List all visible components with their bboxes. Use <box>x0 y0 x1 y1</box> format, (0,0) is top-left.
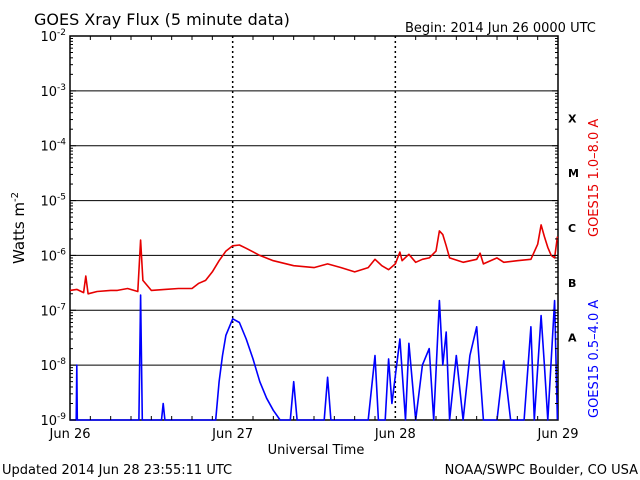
y-tick-label: 10-6 <box>40 247 66 264</box>
y-tick-base: 10 <box>40 85 57 100</box>
y-tick-exp: -8 <box>57 357 66 367</box>
grid-layer <box>70 36 558 420</box>
series-line-short <box>70 294 559 421</box>
y-tick-exp: -4 <box>57 138 66 148</box>
flare-class-label: M <box>568 167 579 180</box>
flare-class-label: A <box>568 332 577 345</box>
y-tick-label: 10-3 <box>40 83 66 100</box>
plot-frame <box>69 35 559 421</box>
series-layer <box>69 224 559 421</box>
y-tick-label: 10-8 <box>40 357 66 374</box>
x-axis-label: Universal Time <box>268 443 365 458</box>
credit-label: NOAA/SWPC Boulder, CO USA <box>445 463 638 478</box>
y-tick-base: 10 <box>40 414 57 429</box>
series-label-long: GOES15 1.0–8.0 A <box>587 119 602 237</box>
y-tick-label: 10-5 <box>40 193 66 210</box>
y-tick-exp: -3 <box>57 83 66 93</box>
begin-label: Begin: 2014 Jun 26 0000 UTC <box>405 21 596 36</box>
x-tick-label: Jun 29 <box>537 427 579 442</box>
updated-label: Updated 2014 Jun 28 23:55:11 UTC <box>2 463 232 478</box>
y-axis-label-exp: -2 <box>10 192 21 202</box>
flare-class-label: B <box>568 277 576 290</box>
flare-class-label: C <box>568 222 576 235</box>
series-label-short: GOES15 0.5–4.0 A <box>587 300 602 418</box>
y-tick-exp: -5 <box>57 193 66 203</box>
y-tick-base: 10 <box>40 140 57 155</box>
x-tick-label: Jun 26 <box>49 427 91 442</box>
y-axis-label-base: Watts m <box>10 202 28 264</box>
x-tick-label: Jun 28 <box>374 427 416 442</box>
flare-class-label: X <box>568 112 577 125</box>
x-tick-label: Jun 27 <box>211 427 253 442</box>
chart-title: GOES Xray Flux (5 minute data) <box>34 10 290 29</box>
y-tick-exp: -2 <box>57 28 66 38</box>
y-tick-base: 10 <box>40 359 57 374</box>
y-tick-exp: -6 <box>57 247 66 257</box>
y-tick-base: 10 <box>40 195 57 210</box>
y-tick-label: 10-7 <box>40 302 66 319</box>
y-tick-base: 10 <box>40 304 57 319</box>
y-tick-label: 10-4 <box>40 138 66 155</box>
y-axis-label: Watts m-2 <box>10 192 28 264</box>
y-tick-base: 10 <box>40 30 57 45</box>
y-tick-exp: -9 <box>57 412 66 422</box>
y-tick-label: 10-2 <box>40 28 66 45</box>
y-tick-label: 10-9 <box>40 412 66 429</box>
series-line-long <box>69 224 559 295</box>
y-tick-exp: -7 <box>57 302 66 312</box>
y-tick-base: 10 <box>40 249 57 264</box>
